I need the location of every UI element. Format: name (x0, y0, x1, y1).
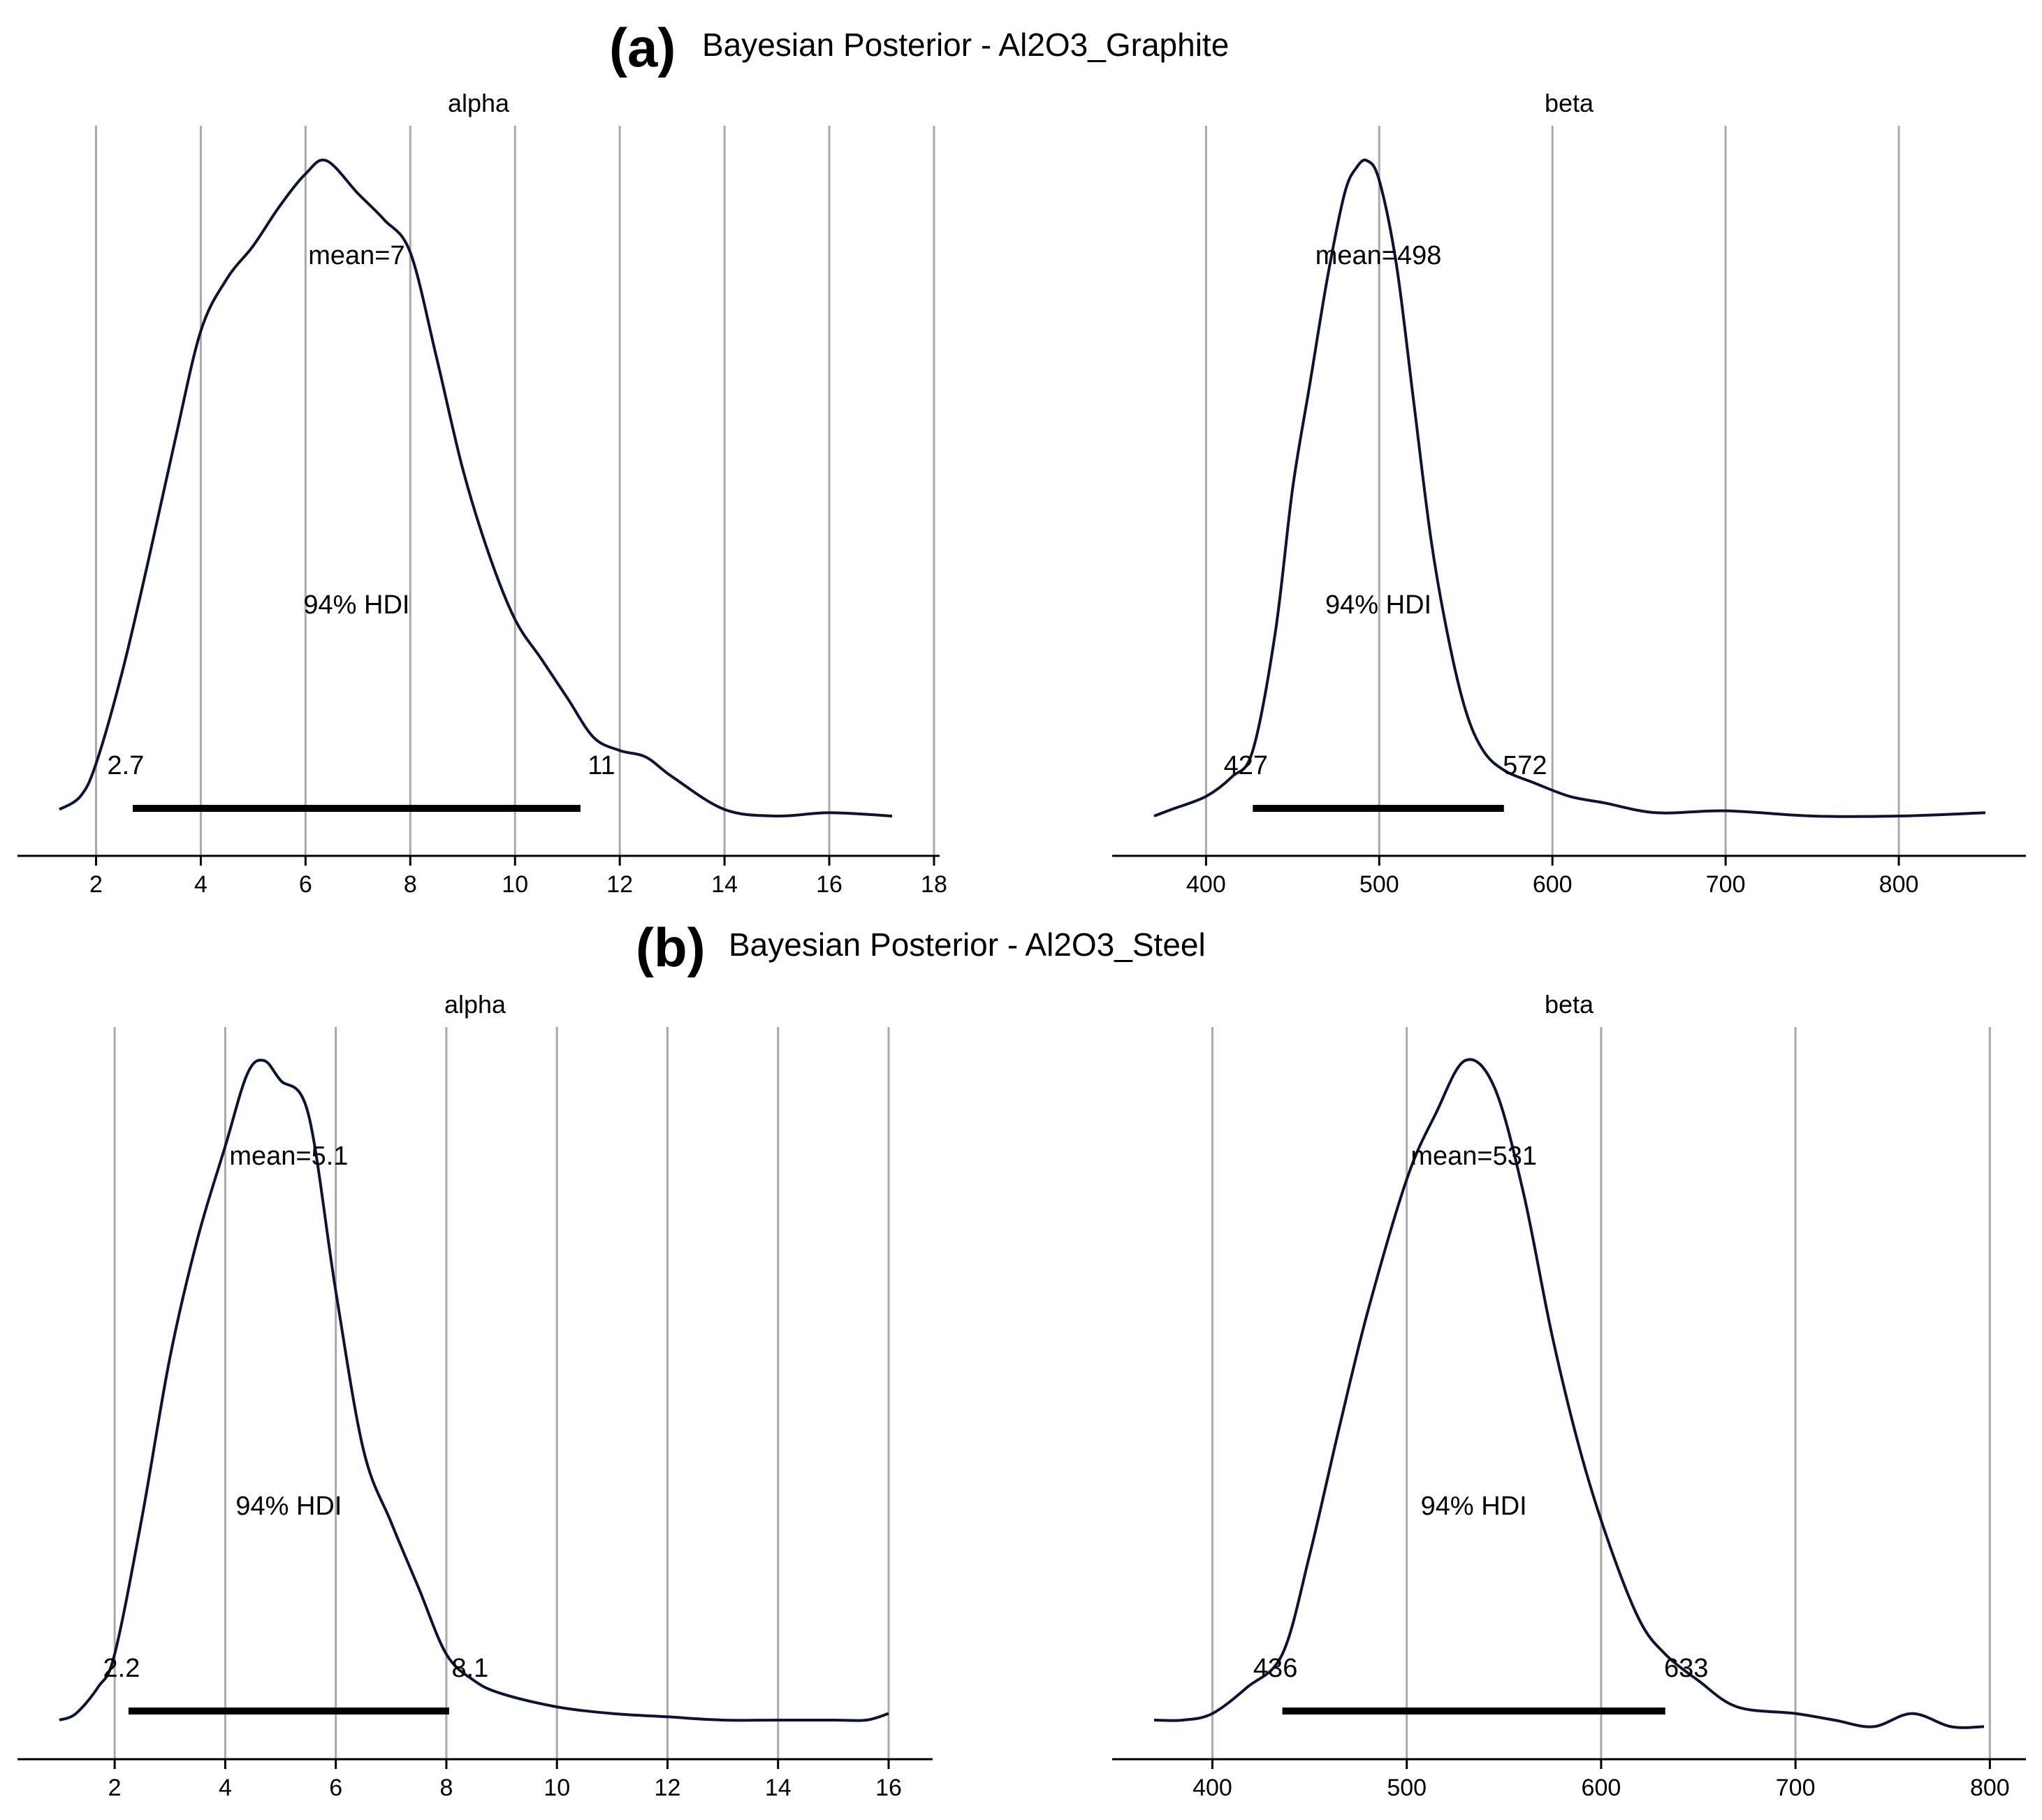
x-tick-label: 6 (329, 1775, 342, 1801)
section-b-title: Bayesian Posterior - Al2O3_Steel (729, 926, 1206, 963)
x-tick-label: 8 (404, 871, 417, 898)
x-tick-label: 800 (1879, 871, 1919, 898)
hdi-lower-label: 436 (1253, 1654, 1297, 1683)
mean-label: mean=498 (1315, 241, 1442, 270)
section-a-title: Bayesian Posterior - Al2O3_Graphite (702, 27, 1229, 63)
hdi-lower-label: 2.2 (103, 1654, 140, 1683)
density-curve (59, 1058, 889, 1722)
hdi-label: 94% HDI (303, 590, 409, 620)
x-tick-label: 10 (502, 871, 528, 898)
x-tick-label: 6 (299, 871, 312, 898)
x-tick-label: 600 (1582, 1775, 1621, 1801)
panel-steel-alpha: 2 4 6 8 10 12 14 16 alpha 2.2 8.1 mean=5.1 94% HDI (17, 990, 933, 1801)
panel-title: alpha (444, 990, 506, 1019)
x-tick-label: 700 (1776, 1775, 1816, 1801)
hdi-label: 94% HDI (235, 1492, 342, 1521)
hdi-upper-label: 11 (588, 751, 615, 780)
hdi-upper-label: 8.1 (451, 1654, 488, 1683)
x-tick-label: 800 (1970, 1775, 2010, 1801)
x-tick-label: 10 (544, 1775, 570, 1801)
x-tick-label: 2 (89, 871, 103, 898)
hdi-lower-label: 427 (1224, 751, 1268, 780)
x-tick-label: 700 (1706, 871, 1746, 898)
hdi-lower-label: 2.7 (108, 751, 145, 780)
x-tick-label: 2 (108, 1775, 122, 1801)
x-tick-label: 4 (194, 871, 207, 898)
x-tick-label: 600 (1533, 871, 1573, 898)
x-tick-label: 500 (1387, 1775, 1427, 1801)
x-tick-label: 4 (219, 1775, 232, 1801)
density-curve (1153, 1058, 1985, 1729)
x-tick-label: 400 (1186, 871, 1226, 898)
x-tick-label: 12 (606, 871, 633, 898)
panel-title: alpha (448, 89, 510, 117)
x-tick-label: 14 (711, 871, 738, 898)
panel-graphite-alpha: 2 4 6 8 10 12 14 16 18 alpha 2.7 11 mean=7 94% HDI (17, 89, 947, 898)
hdi-label: 94% HDI (1421, 1492, 1527, 1521)
section-a-letter: (a) (609, 17, 676, 78)
x-tick-label: 18 (921, 871, 947, 898)
x-tick-label: 12 (655, 1775, 681, 1801)
mean-label: mean=5.1 (229, 1142, 348, 1171)
hdi-upper-label: 572 (1503, 751, 1547, 780)
density-curve (58, 159, 893, 818)
hdi-upper-label: 633 (1664, 1654, 1708, 1683)
mean-label: mean=531 (1410, 1142, 1537, 1171)
x-tick-label: 16 (875, 1775, 902, 1801)
panel-title: beta (1545, 990, 1594, 1019)
x-tick-label: 8 (439, 1775, 453, 1801)
panel-graphite-beta: 400 500 600 700 800 beta 427 572 mean=498 94% HDI (1112, 89, 2026, 898)
panel-title: beta (1545, 89, 1594, 117)
x-tick-label: 400 (1193, 1775, 1232, 1801)
panel-steel-beta: 400 500 600 700 800 beta 436 633 mean=531 94% HDI (1112, 990, 2026, 1801)
section-b-letter: (b) (636, 917, 706, 978)
x-tick-label: 500 (1359, 871, 1399, 898)
mean-label: mean=7 (308, 241, 404, 270)
hdi-label: 94% HDI (1325, 590, 1431, 620)
x-tick-label: 16 (816, 871, 843, 898)
density-curve (1153, 159, 1986, 818)
x-tick-label: 14 (765, 1775, 792, 1801)
